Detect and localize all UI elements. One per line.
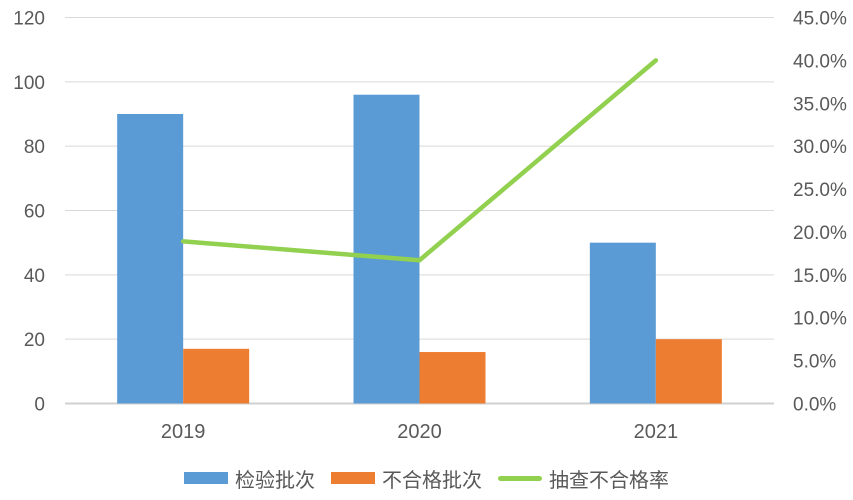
bar-检验批次 <box>589 242 656 404</box>
legend-label: 检验批次 <box>235 469 315 492</box>
y-axis-left-tick-label: 120 <box>13 9 45 30</box>
legend-item: 不合格批次 <box>331 464 482 493</box>
y-axis-left-tick-label: 100 <box>13 73 45 94</box>
y-axis-right-tick-label: 0.0% <box>793 395 836 416</box>
y-axis-right-tick-label: 35.0% <box>793 94 847 115</box>
line-抽查不合格率 <box>180 58 659 263</box>
bar-检验批次 <box>117 114 184 404</box>
legend-line-swatch-icon <box>498 475 542 481</box>
y-axis-right-tick-label: 25.0% <box>793 180 847 201</box>
y-axis-right-tick-label: 15.0% <box>793 266 847 287</box>
bar-检验批次 <box>353 94 420 404</box>
chart-svg: 0 20 40 60 80 100 120 0.0% 5.0% 10.0% 15.0% 20.0% 25… <box>13 9 847 444</box>
y-axis-right-tick-label: 5.0% <box>793 352 836 373</box>
legend-label: 抽查不合格率 <box>549 469 669 492</box>
legend-item: 抽查不合格率 <box>498 464 669 493</box>
y-axis-right-tick-label: 10.0% <box>793 309 847 330</box>
y-axis-right-tick-label: 40.0% <box>793 51 847 72</box>
x-axis-category-label: 2020 <box>397 421 442 443</box>
y-axis-right-tick-label: 30.0% <box>793 137 847 158</box>
y-axis-left-tick-label: 20 <box>24 330 45 351</box>
legend-item: 检验批次 <box>184 464 315 493</box>
legend-label: 不合格批次 <box>382 469 482 492</box>
y-axis-left-tick-label: 0 <box>34 395 45 416</box>
y-axis-right-tick-label: 20.0% <box>793 223 847 244</box>
legend-bar-swatch-icon <box>184 472 228 484</box>
bar-不合格批次 <box>419 352 486 404</box>
bar-不合格批次 <box>183 348 250 404</box>
y-axis-left-tick-label: 80 <box>24 137 45 158</box>
y-axis-right-tick-label: 45.0% <box>793 9 847 30</box>
x-axis-category-label: 2021 <box>634 421 679 443</box>
legend-bar-swatch-icon <box>331 472 375 484</box>
bar-不合格批次 <box>655 339 722 404</box>
legend: 检验批次 不合格批次 抽查不合格率 <box>0 462 853 494</box>
y-axis-left-tick-label: 60 <box>24 202 45 223</box>
y-axis-left-tick-label: 40 <box>24 266 45 287</box>
x-axis-category-label: 2019 <box>161 421 206 443</box>
